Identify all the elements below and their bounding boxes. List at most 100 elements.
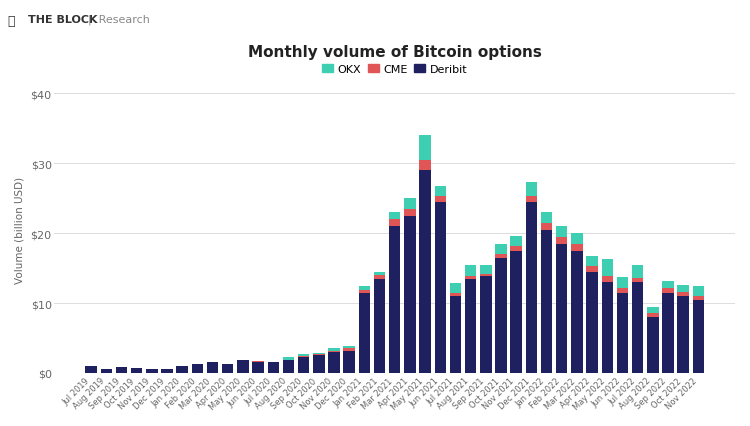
Bar — [465, 279, 476, 373]
Bar — [86, 366, 97, 373]
Bar — [602, 277, 613, 282]
Bar — [495, 254, 507, 258]
Bar — [465, 266, 476, 276]
Bar — [237, 360, 248, 373]
Bar — [176, 366, 188, 373]
Bar — [419, 171, 430, 373]
Text: THE BLOCK: THE BLOCK — [28, 15, 98, 25]
Bar — [116, 367, 128, 373]
Bar — [677, 292, 689, 296]
Bar — [434, 202, 446, 373]
Bar — [450, 283, 461, 294]
Bar — [586, 256, 598, 266]
Bar — [647, 317, 658, 373]
Bar — [374, 272, 386, 276]
Bar — [344, 351, 355, 373]
Bar — [556, 237, 568, 244]
Bar — [632, 278, 644, 282]
Bar — [358, 287, 370, 290]
Bar — [632, 266, 644, 278]
Bar — [298, 356, 309, 358]
Bar — [541, 230, 552, 373]
Bar — [511, 251, 522, 373]
Bar — [358, 290, 370, 293]
Bar — [313, 354, 325, 356]
Text: |  Research: | Research — [88, 15, 150, 26]
Bar — [253, 361, 264, 362]
Bar — [586, 266, 598, 272]
Bar — [161, 369, 172, 373]
Bar — [526, 202, 537, 373]
Bar — [480, 265, 491, 274]
Bar — [586, 272, 598, 373]
Bar — [495, 244, 507, 254]
Bar — [374, 279, 386, 373]
Bar — [358, 293, 370, 373]
Bar — [298, 358, 309, 373]
Bar — [344, 346, 355, 348]
Bar — [616, 293, 628, 373]
Bar — [389, 213, 400, 220]
Bar — [222, 364, 233, 373]
Bar — [419, 136, 430, 161]
Bar — [404, 216, 416, 373]
Bar — [450, 294, 461, 296]
Bar — [328, 348, 340, 351]
Bar — [328, 352, 340, 373]
Bar — [602, 282, 613, 373]
Bar — [647, 314, 658, 317]
Bar — [677, 285, 689, 292]
Bar — [131, 368, 142, 373]
Bar — [480, 277, 491, 373]
Bar — [647, 307, 658, 314]
Bar — [389, 220, 400, 227]
Bar — [677, 296, 689, 373]
Bar — [344, 348, 355, 351]
Bar — [480, 274, 491, 277]
Bar — [662, 282, 674, 289]
Bar — [192, 364, 203, 373]
Bar — [268, 363, 279, 373]
Bar — [693, 296, 704, 300]
Bar — [602, 259, 613, 277]
Bar — [374, 276, 386, 279]
Bar — [526, 183, 537, 197]
Bar — [313, 356, 325, 373]
Bar — [662, 293, 674, 373]
Bar — [298, 354, 309, 356]
Bar — [511, 236, 522, 247]
Bar — [556, 244, 568, 373]
Bar — [693, 300, 704, 373]
Bar — [541, 223, 552, 230]
Bar — [541, 213, 552, 223]
Y-axis label: Volume (billion USD): Volume (billion USD) — [15, 177, 25, 284]
Title: Monthly volume of Bitcoin options: Monthly volume of Bitcoin options — [248, 45, 542, 60]
Bar — [556, 227, 568, 237]
Bar — [389, 227, 400, 373]
Bar — [419, 161, 430, 171]
Bar — [693, 286, 704, 296]
Bar — [465, 276, 476, 279]
Bar — [572, 244, 583, 251]
Bar — [616, 277, 628, 288]
Bar — [404, 199, 416, 209]
Legend: OKX, CME, Deribit: OKX, CME, Deribit — [317, 60, 472, 79]
Bar — [450, 296, 461, 373]
Bar — [283, 360, 294, 373]
Bar — [404, 209, 416, 216]
Bar — [632, 282, 644, 373]
Bar — [146, 369, 158, 373]
Bar — [495, 258, 507, 373]
Text: Ⓑ: Ⓑ — [8, 15, 15, 28]
Bar — [328, 351, 340, 352]
Bar — [434, 186, 446, 197]
Bar — [572, 233, 583, 244]
Bar — [526, 197, 537, 202]
Bar — [313, 353, 325, 354]
Bar — [207, 363, 218, 373]
Bar — [283, 358, 294, 360]
Bar — [572, 251, 583, 373]
Bar — [511, 247, 522, 251]
Bar — [268, 362, 279, 363]
Bar — [253, 362, 264, 373]
